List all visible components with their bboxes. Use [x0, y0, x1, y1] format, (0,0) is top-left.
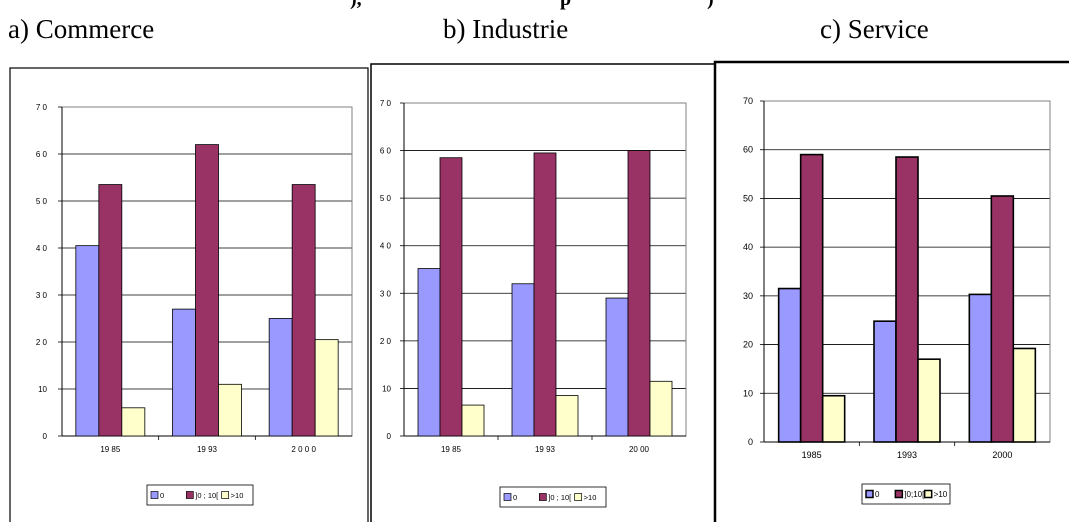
header-fragment-2: p: [560, 0, 571, 11]
y-tick-label: 0: [748, 437, 753, 447]
bar: [895, 156, 919, 443]
legend-label: >10: [584, 493, 597, 502]
y-tick-label: 6 0: [380, 147, 392, 156]
y-tick-label: 20: [743, 340, 753, 350]
legend-label: 0: [513, 493, 517, 502]
y-tick-label: 4 0: [36, 244, 48, 253]
bar: [417, 268, 441, 437]
header-fragment-1: ),: [350, 0, 362, 11]
bar: [968, 293, 993, 443]
y-tick-label: 30: [743, 291, 753, 301]
y-tick-label: 7 0: [380, 99, 392, 108]
chart-frame: [713, 60, 1069, 522]
bar: [218, 383, 242, 437]
x-tick-label: 1993: [897, 450, 917, 460]
bar: [461, 404, 485, 437]
bar: [291, 184, 316, 437]
bar: [121, 407, 146, 437]
y-tick-label: 10: [38, 385, 47, 394]
caption-service: c) Service: [820, 14, 929, 44]
bar: [821, 394, 846, 443]
caption-industrie: b) Industrie: [443, 14, 569, 44]
bar: [555, 395, 579, 437]
legend-label: 0: [160, 491, 164, 500]
y-tick-label: 2 0: [380, 337, 392, 346]
chart-1: 0 10 2 0 3 0 4 0 5 0 6 0 7 0 19 85 19 93 2 0 0 0 0]…: [9, 67, 369, 522]
bar: [990, 195, 1015, 443]
bar: [533, 152, 557, 437]
y-tick-label: 4 0: [380, 242, 392, 251]
y-tick-label: 5 0: [36, 197, 48, 206]
legend-label: 0: [875, 490, 880, 499]
bar: [605, 297, 629, 437]
legend-swatch: [923, 489, 933, 499]
x-tick-label: 1985: [802, 450, 822, 460]
y-tick-label: 6 0: [36, 150, 48, 159]
chart-frame: [9, 67, 369, 522]
x-tick-label: 2 0 0 0: [291, 445, 316, 454]
legend-box: [146, 484, 254, 506]
legend-swatch: [894, 489, 904, 499]
y-tick-label: 60: [743, 145, 753, 155]
legend-label: ]0 ; 10[: [195, 491, 219, 500]
y-tick-label: 10: [382, 384, 391, 393]
y-tick-label: 10: [743, 388, 753, 398]
legend-swatch: [503, 493, 512, 501]
legend-swatch: [185, 491, 194, 499]
legend-swatch: [574, 493, 583, 501]
y-tick-label: 40: [743, 242, 753, 252]
bar: [799, 153, 824, 443]
bar: [627, 150, 651, 437]
bar: [268, 318, 293, 437]
legend-label: ]0 ; 10[: [548, 493, 572, 502]
y-tick-label: 3 0: [380, 289, 392, 298]
bar: [511, 283, 535, 437]
legend-swatch: [538, 493, 547, 501]
y-tick-label: 5 0: [380, 194, 392, 203]
bar: [917, 358, 941, 443]
bar: [777, 287, 802, 443]
y-tick-label: 7 0: [36, 103, 48, 112]
y-tick-label: 0: [387, 432, 392, 441]
bar: [649, 380, 673, 437]
y-tick-label: 70: [743, 96, 753, 106]
y-tick-label: 0: [43, 432, 48, 441]
cropped-header: ), p ): [0, 0, 1069, 14]
chart-3: 0 10 20 30 40 50 60 70 1985 1993 2000 0 ]0;10[ >10: [713, 60, 1069, 522]
y-tick-label: 2 0: [36, 338, 48, 347]
y-tick-label: 3 0: [36, 291, 48, 300]
bar: [314, 339, 339, 437]
bar: [1012, 347, 1037, 443]
legend-box: [861, 483, 951, 505]
bar: [98, 184, 123, 437]
legend-swatch: [150, 491, 159, 499]
caption-commerce: a) Commerce: [8, 14, 155, 44]
legend-swatch: [221, 491, 230, 499]
bar: [439, 157, 463, 437]
legend-box: [499, 486, 607, 508]
legend-label: >10: [934, 490, 948, 499]
x-tick-label: 20 00: [629, 445, 650, 454]
bar: [75, 245, 100, 437]
bar: [195, 144, 219, 437]
legend-label: >10: [231, 491, 244, 500]
legend-swatch: [865, 489, 874, 499]
bar: [873, 320, 897, 443]
y-tick-label: 50: [743, 193, 753, 203]
x-tick-label: 19 93: [535, 445, 556, 454]
x-tick-label: 19 93: [197, 445, 218, 454]
x-tick-label: 19 85: [441, 445, 462, 454]
bar: [172, 308, 196, 437]
header-fragment-3: ): [707, 0, 714, 11]
legend-label: ]0;10[: [904, 490, 925, 499]
x-tick-label: 2000: [992, 450, 1012, 460]
x-tick-label: 19 85: [100, 445, 121, 454]
